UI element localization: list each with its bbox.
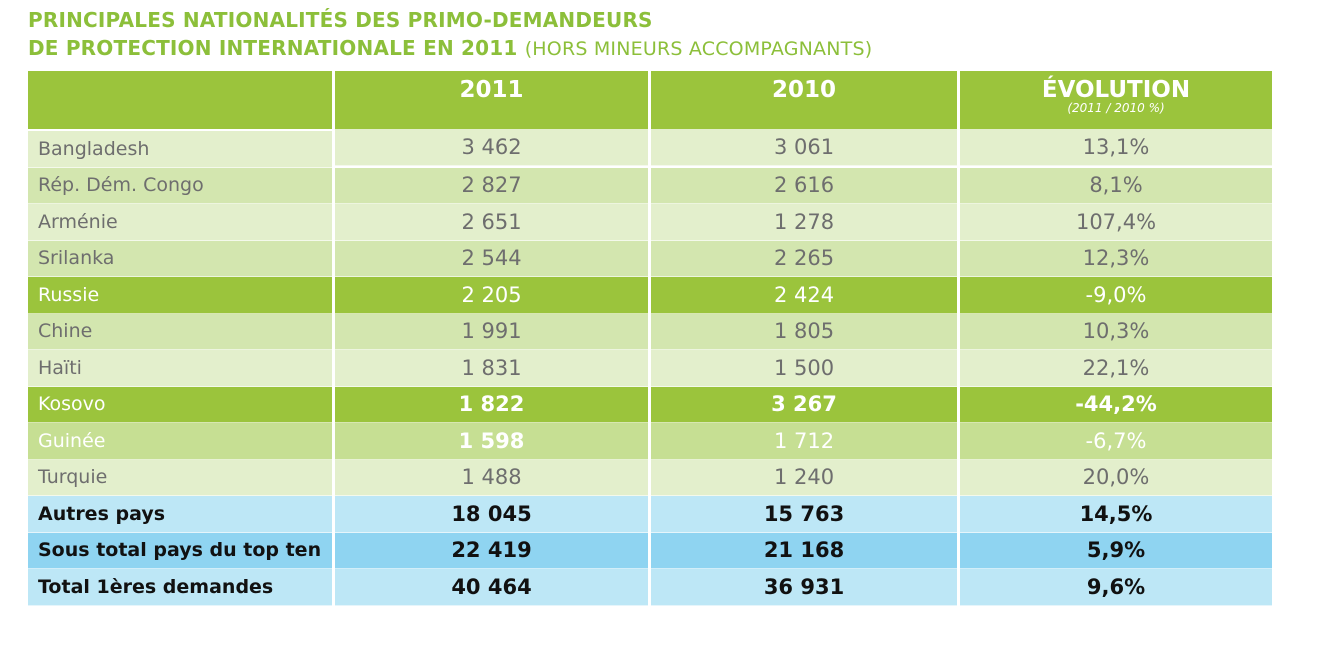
table-cell-total-2011: 18 045 xyxy=(335,496,648,533)
title-line-2: DE PROTECTION INTERNATIONALE EN 2011 (HO… xyxy=(28,34,872,63)
header-evolution: ÉVOLUTION (2011 / 2010 %) xyxy=(960,71,1272,129)
table-cell-name: Kosovo xyxy=(28,386,332,423)
table-cell-evo: 13,1% xyxy=(960,129,1272,166)
table-cell-evo: 20,0% xyxy=(960,459,1272,496)
table-cell-total-2010: 15 763 xyxy=(651,496,957,533)
table-cell-v10: 2 265 xyxy=(651,240,957,277)
header-2011-label: 2011 xyxy=(459,77,524,103)
chart-title: PRINCIPALES NATIONALITÉS DES PRIMO-DEMAN… xyxy=(28,6,872,63)
title-line-2-main: DE PROTECTION INTERNATIONALE EN 2011 xyxy=(28,36,518,60)
table-cell-v10: 1 500 xyxy=(651,350,957,387)
table-cell-v11: 2 205 xyxy=(335,277,648,314)
table-cell-evo: -6,7% xyxy=(960,423,1272,460)
table-cell-total-2011: 22 419 xyxy=(335,532,648,569)
table-cell-evo: 107,4% xyxy=(960,204,1272,241)
table-cell-evo: 22,1% xyxy=(960,350,1272,387)
table-cell-v11: 2 827 xyxy=(335,167,648,204)
data-table: 2011 2010 ÉVOLUTION (2011 / 2010 %) Bang… xyxy=(28,71,1272,606)
table-cell-total-label: Autres pays xyxy=(28,496,332,533)
header-2011: 2011 xyxy=(335,71,648,129)
table-cell-v10: 1 712 xyxy=(651,423,957,460)
table-cell-v10: 1 278 xyxy=(651,204,957,241)
table-cell-name: Rép. Dém. Congo xyxy=(28,167,332,204)
table-cell-v10: 1 805 xyxy=(651,313,957,350)
table-cell-v11: 2 651 xyxy=(335,204,648,241)
table-cell-total-2011: 40 464 xyxy=(335,569,648,606)
table-cell-v10: 2 424 xyxy=(651,277,957,314)
title-line-1: PRINCIPALES NATIONALITÉS DES PRIMO-DEMAN… xyxy=(28,8,653,32)
header-2010: 2010 xyxy=(651,71,957,129)
table-cell-evo: -44,2% xyxy=(960,386,1272,423)
table-cell-total-label: Total 1ères demandes xyxy=(28,569,332,606)
table-cell-v11: 3 462 xyxy=(335,129,648,166)
table-cell-total-evo: 14,5% xyxy=(960,496,1272,533)
table-cell-total-label: Sous total pays du top ten xyxy=(28,532,332,569)
table-cell-v11: 1 488 xyxy=(335,459,648,496)
table-cell-total-2010: 36 931 xyxy=(651,569,957,606)
table-cell-evo: 10,3% xyxy=(960,313,1272,350)
table-cell-name: Srilanka xyxy=(28,240,332,277)
header-evolution-sub: (2011 / 2010 %) xyxy=(1067,101,1165,115)
table-cell-total-2010: 21 168 xyxy=(651,532,957,569)
table-cell-v11: 1 991 xyxy=(335,313,648,350)
header-country xyxy=(28,71,332,129)
table-cell-v11: 2 544 xyxy=(335,240,648,277)
header-evolution-label: ÉVOLUTION xyxy=(1041,77,1191,103)
table-cell-v11: 1 831 xyxy=(335,350,648,387)
table-cell-v10: 1 240 xyxy=(651,459,957,496)
table-cell-name: Guinée xyxy=(28,423,332,460)
table-cell-v10: 3 267 xyxy=(651,386,957,423)
table-cell-v10: 2 616 xyxy=(651,167,957,204)
table-cell-name: Bangladesh xyxy=(28,131,332,168)
table-cell-evo: -9,0% xyxy=(960,277,1272,314)
table-cell-name: Haïti xyxy=(28,350,332,387)
title-line-2-sub: (HORS MINEURS ACCOMPAGNANTS) xyxy=(524,38,873,60)
table-cell-v10: 3 061 xyxy=(651,129,957,166)
table-cell-evo: 8,1% xyxy=(960,167,1272,204)
table-cell-name: Turquie xyxy=(28,459,332,496)
table-cell-name: Russie xyxy=(28,277,332,314)
table-cell-name: Arménie xyxy=(28,204,332,241)
table-cell-v11: 1 822 xyxy=(335,386,648,423)
table-cell-total-evo: 5,9% xyxy=(960,532,1272,569)
header-2010-label: 2010 xyxy=(771,77,836,103)
table-cell-evo: 12,3% xyxy=(960,240,1272,277)
table-cell-v11: 1 598 xyxy=(335,423,648,460)
table-cell-name: Chine xyxy=(28,313,332,350)
table-cell-total-evo: 9,6% xyxy=(960,569,1272,606)
